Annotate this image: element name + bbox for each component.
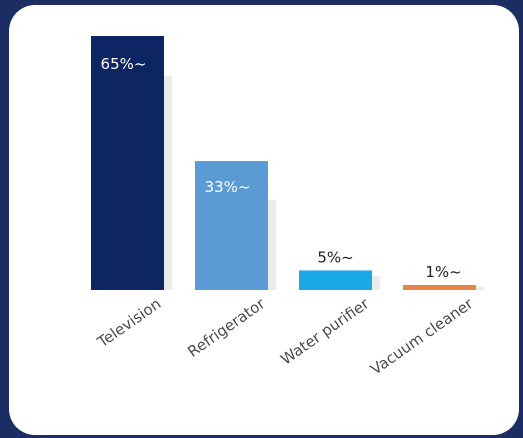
chart-card: 65%~ 33%~ 5%~ 1%~ Television Refrigerator Wat… [9,5,519,435]
category-label: Water purifier [277,294,373,368]
bar-vacuum-cleaner [403,285,476,290]
data-label: 1%~ [425,263,461,281]
bar-television [91,36,164,290]
data-label: 5%~ [317,248,353,266]
category-label: Television [93,295,164,352]
category-label: Vacuum cleaner [367,294,477,378]
bar-water-purifier [299,270,372,290]
data-label: 65%~ [101,55,147,73]
bar-chart: 65%~ 33%~ 5%~ 1%~ Television Refrigerator Wat… [91,36,484,378]
category-label: Refrigerator [184,294,269,361]
bar-refrigerator [195,161,268,290]
data-label: 33%~ [205,178,251,196]
